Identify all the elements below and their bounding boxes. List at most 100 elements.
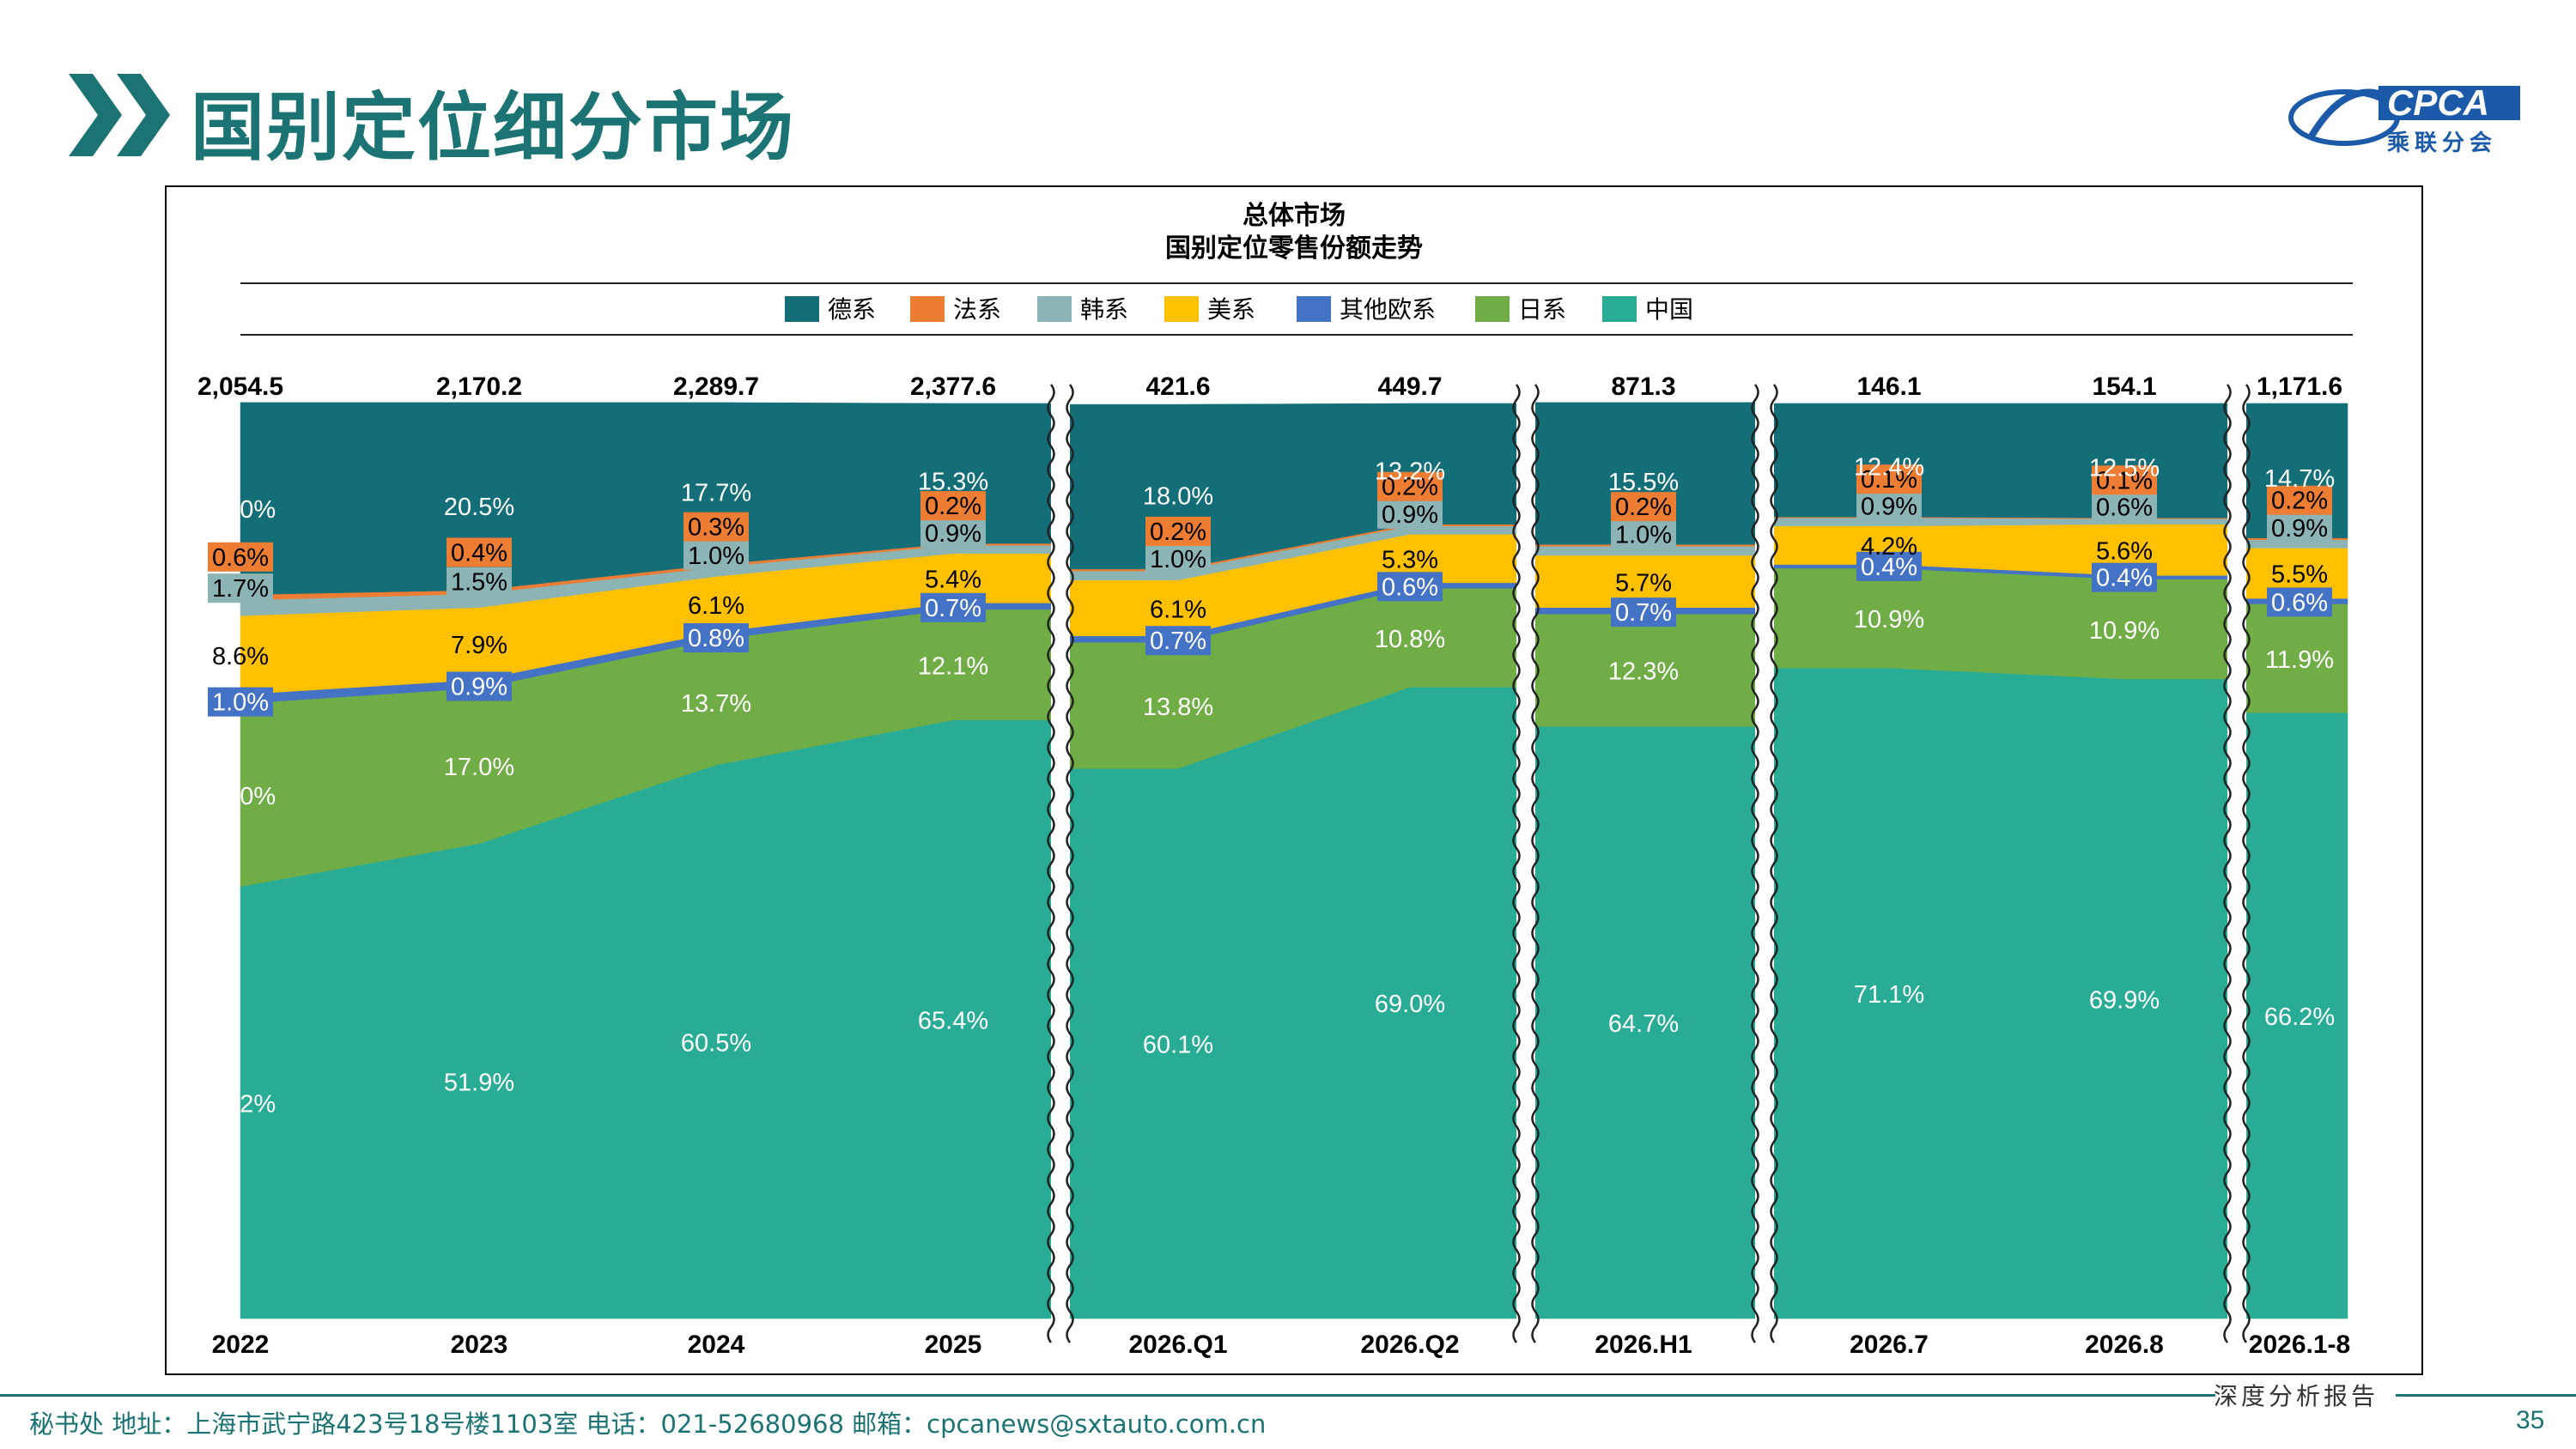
data-label-0-2: 60.5%	[681, 1030, 751, 1058]
data-label-box-5-1	[447, 537, 512, 567]
axis-break-line-3-1	[2242, 384, 2251, 1343]
legend-swatch-3	[1164, 296, 1199, 322]
logo-text: CPCA	[2387, 82, 2490, 123]
data-label-4-8: 0.6%	[2096, 494, 2153, 521]
data-label-4-3: 0.9%	[925, 520, 981, 548]
x-tick-label-1: 2023	[451, 1331, 508, 1359]
data-label-box-4-3	[920, 518, 986, 549]
data-label-6-2: 17.7%	[681, 480, 751, 507]
axis-break-line-2-0	[1751, 384, 1759, 1343]
data-label-2-2: 0.8%	[688, 625, 744, 652]
data-label-4-9: 0.9%	[2271, 515, 2328, 543]
data-label-1-6: 12.3%	[1608, 658, 1679, 686]
data-label-1-3: 12.1%	[918, 652, 988, 680]
data-label-3-4: 6.1%	[1150, 596, 1206, 623]
data-label-3-2: 6.1%	[688, 592, 744, 620]
data-label-box-4-2	[683, 540, 749, 570]
footer-address: 秘书处 地址：上海市武宁路423号18号楼1103室 电话：021-526809…	[29, 1410, 1267, 1439]
total-label-6: 871.3	[1611, 373, 1675, 401]
data-label-5-8: 0.1%	[2096, 467, 2153, 494]
legend-swatch-6	[1602, 296, 1637, 322]
data-label-0-0: 47.2%	[205, 1090, 276, 1118]
data-label-6-0: 21.0%	[205, 496, 276, 524]
data-label-box-4-9	[2267, 512, 2332, 543]
total-label-1: 2,170.2	[436, 373, 522, 401]
data-label-box-2-9	[2267, 587, 2332, 617]
data-label-1-8: 10.9%	[2089, 617, 2160, 645]
total-label-4: 421.6	[1145, 373, 1210, 401]
legend-swatch-4	[1297, 296, 1331, 322]
legend-swatch-2	[1037, 296, 1072, 322]
total-label-0: 2,054.5	[197, 373, 283, 401]
x-tick-label-7: 2026.7	[1850, 1331, 1929, 1359]
x-tick-label-3: 2025	[925, 1331, 982, 1359]
legend-swatch-1	[910, 296, 945, 322]
legend-label-1: 法系	[953, 295, 1001, 324]
data-label-box-5-4	[1145, 516, 1211, 546]
data-label-3-6: 5.7%	[1615, 569, 1672, 597]
data-label-box-5-8	[2092, 465, 2157, 495]
area-0-band-1	[1069, 687, 1517, 1319]
data-label-2-4: 0.7%	[1150, 627, 1206, 655]
data-label-box-4-4	[1145, 544, 1211, 574]
legend-label-0: 德系	[828, 295, 876, 324]
data-label-box-2-7	[1856, 551, 1922, 581]
chart-subtitle: 国别定位零售份额走势	[1165, 233, 1423, 264]
legend-label-2: 韩系	[1080, 295, 1128, 324]
legend-swatch-5	[1475, 296, 1510, 322]
data-label-0-4: 60.1%	[1143, 1032, 1213, 1059]
data-label-3-5: 5.3%	[1382, 547, 1438, 574]
data-label-box-2-5	[1377, 572, 1443, 602]
data-label-0-8: 69.9%	[2089, 986, 2160, 1014]
data-label-4-6: 1.0%	[1615, 521, 1672, 549]
data-label-5-5: 0.2%	[1382, 474, 1438, 501]
data-label-box-5-6	[1611, 492, 1676, 522]
data-label-0-3: 65.4%	[918, 1007, 988, 1034]
data-label-box-2-4	[1145, 626, 1211, 656]
data-label-6-4: 18.0%	[1143, 483, 1213, 511]
data-label-2-0: 1.0%	[212, 689, 269, 717]
cpca-logo-icon	[2288, 86, 2520, 146]
data-label-5-4: 0.2%	[1150, 518, 1206, 546]
total-label-9: 1,171.6	[2257, 373, 2342, 401]
data-label-box-5-3	[920, 491, 986, 521]
data-label-2-5: 0.6%	[1382, 573, 1438, 601]
axis-break-line-3-0	[2223, 384, 2232, 1343]
data-label-6-7: 12.4%	[1854, 454, 1924, 482]
data-label-0-5: 69.0%	[1375, 991, 1445, 1018]
page-title: 国别定位细分市场	[191, 85, 795, 171]
data-label-box-2-0	[208, 687, 273, 717]
data-label-box-4-7	[1856, 491, 1922, 521]
data-label-5-9: 0.2%	[2271, 488, 2328, 515]
x-tick-label-4: 2026.Q1	[1128, 1331, 1227, 1359]
data-label-1-7: 10.9%	[1854, 606, 1924, 634]
data-label-3-8: 5.6%	[2096, 538, 2153, 566]
data-label-0-1: 51.9%	[444, 1069, 514, 1096]
legend-label-5: 日系	[1518, 295, 1566, 324]
x-tick-label-2: 2024	[688, 1331, 745, 1359]
axis-break-line-0-0	[1047, 384, 1055, 1343]
axis-break-line-2-1	[1770, 384, 1778, 1343]
data-label-2-8: 0.4%	[2096, 565, 2153, 592]
data-label-1-5: 10.8%	[1375, 626, 1445, 653]
data-label-box-2-2	[683, 623, 749, 653]
footer-divider-right	[2396, 1394, 2576, 1397]
x-tick-label-0: 2022	[212, 1331, 270, 1359]
axis-break-line-1-0	[1512, 384, 1521, 1343]
data-label-box-5-9	[2267, 485, 2332, 515]
page-number: 35	[2516, 1406, 2545, 1434]
data-label-1-0: 20.0%	[205, 783, 276, 810]
data-label-box-4-5	[1377, 499, 1443, 529]
data-label-4-0: 1.7%	[212, 575, 269, 603]
axis-break-line-1-1	[1531, 384, 1540, 1343]
x-tick-label-9: 2026.1-8	[2249, 1331, 2350, 1359]
data-label-1-2: 13.7%	[681, 690, 751, 718]
data-label-2-1: 0.9%	[451, 674, 507, 701]
data-label-box-4-0	[208, 573, 273, 603]
data-label-box-2-8	[2092, 562, 2157, 592]
total-label-5: 449.7	[1377, 373, 1442, 401]
total-label-3: 2,377.6	[910, 373, 996, 401]
data-label-5-2: 0.3%	[688, 514, 744, 542]
x-tick-label-5: 2026.Q2	[1360, 1331, 1459, 1359]
axis-break-line-0-1	[1066, 384, 1074, 1343]
